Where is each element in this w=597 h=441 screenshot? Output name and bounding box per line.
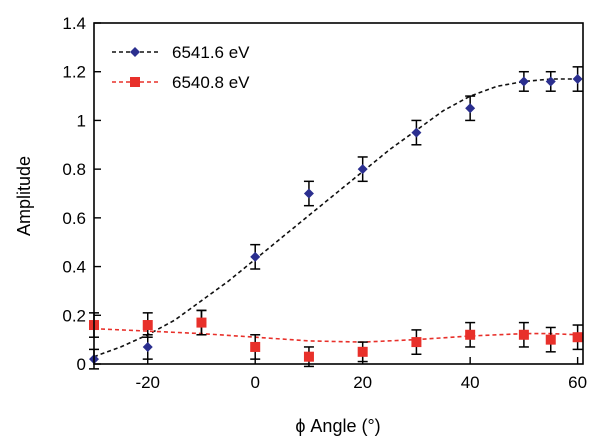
y-tick-label: 0.6 — [62, 209, 86, 228]
data-point-diamond — [518, 76, 529, 87]
data-point-square — [303, 351, 314, 362]
y-tick-label: 0.2 — [62, 306, 86, 325]
data-point-square — [465, 329, 476, 340]
data-point-diamond — [411, 127, 422, 138]
y-tick-label: 0.8 — [62, 160, 86, 179]
data-point-square — [142, 320, 153, 331]
legend-label-0: 6541.6 eV — [172, 43, 250, 62]
x-tick-label: -20 — [135, 373, 160, 392]
data-point-diamond — [465, 103, 476, 114]
y-tick-label: 1.2 — [62, 63, 86, 82]
data-point-square — [545, 334, 556, 345]
x-tick-label: 0 — [250, 373, 259, 392]
data-point-square — [572, 332, 583, 343]
data-point-diamond — [572, 74, 583, 85]
y-tick-label: 0 — [77, 355, 86, 374]
legend-marker-1 — [130, 77, 140, 87]
data-point-diamond — [142, 341, 153, 352]
y-tick-label: 1.4 — [62, 14, 86, 33]
y-tick-label: 1 — [77, 111, 86, 130]
series-0 — [89, 66, 583, 370]
data-point-diamond — [250, 251, 261, 262]
y-axis-ticks: 0 0.2 0.4 0.6 0.8 1 1.2 1.4 — [62, 14, 101, 374]
data-point-diamond — [357, 164, 368, 175]
data-point-diamond — [545, 76, 556, 87]
legend-label-1: 6540.8 eV — [172, 73, 250, 92]
data-point-square — [196, 317, 207, 328]
series-0-fit-line — [93, 78, 578, 358]
data-point-square — [518, 329, 529, 340]
x-tick-label: 60 — [568, 373, 587, 392]
legend-marker-0 — [130, 47, 140, 57]
data-point-square — [411, 337, 422, 348]
series-1-fit-line — [93, 327, 578, 343]
series-1 — [89, 309, 583, 368]
y-tick-label: 0.4 — [62, 258, 86, 277]
x-axis-title: ϕ Angle (°) — [295, 416, 380, 436]
series-layer — [89, 66, 583, 370]
legend: 6541.6 eV 6540.8 eV — [112, 43, 250, 92]
data-point-square — [250, 341, 261, 352]
data-point-diamond — [303, 188, 314, 199]
y-axis-title: Amplitude — [14, 156, 34, 236]
data-point-square — [357, 346, 368, 357]
x-tick-label: 20 — [353, 373, 372, 392]
plot-frame — [93, 22, 584, 365]
x-tick-label: 40 — [461, 373, 480, 392]
